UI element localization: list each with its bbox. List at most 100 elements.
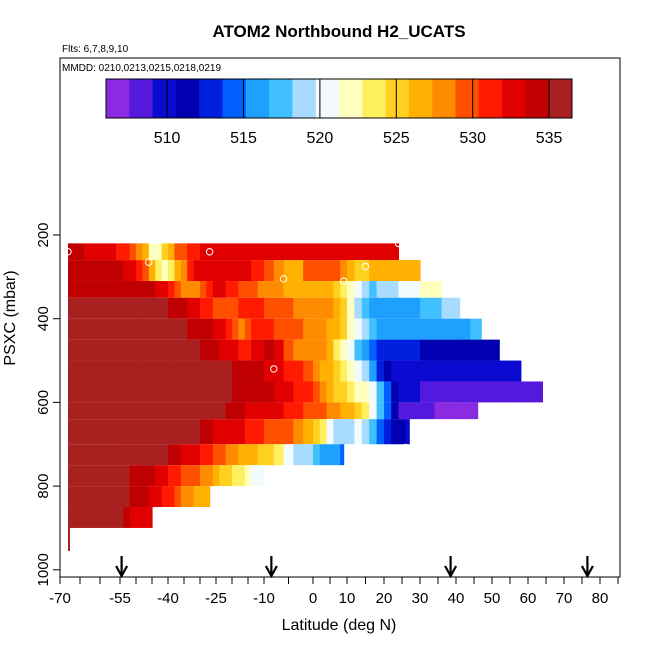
- heat-cell: [187, 281, 195, 298]
- heat-cell: [129, 281, 137, 298]
- heat-cell: [187, 419, 195, 445]
- heat-cell: [303, 381, 314, 403]
- heat-cell: [123, 486, 131, 508]
- heat-cell: [193, 297, 201, 319]
- y-tick-label: 400: [35, 306, 52, 331]
- heat-cell: [92, 339, 101, 361]
- heat-cell: [347, 281, 355, 298]
- heat-cell: [123, 339, 131, 361]
- heat-cell: [251, 360, 259, 382]
- heat-cell: [76, 507, 85, 528]
- heat-cell: [142, 402, 150, 420]
- colorbar-tick-label: 530: [459, 130, 486, 147]
- heat-cell: [123, 381, 131, 403]
- heat-cell: [412, 260, 421, 282]
- heat-cell: [232, 465, 239, 487]
- dates-note: MMDD: 0210,0213,0215,0218,0219: [62, 63, 221, 74]
- heat-cell: [161, 444, 169, 466]
- heat-cell: [391, 243, 399, 261]
- heat-cell: [492, 339, 500, 361]
- heat-cell: [470, 360, 479, 382]
- heat-cell: [405, 419, 410, 445]
- heat-cell: [129, 402, 137, 420]
- heat-cell: [68, 297, 77, 319]
- heat-cell: [200, 465, 207, 487]
- heat-cell: [264, 243, 275, 261]
- heat-cell: [193, 281, 201, 298]
- heat-cell: [212, 465, 220, 487]
- heat-cell: [376, 419, 385, 445]
- sample-markers: [64, 239, 547, 452]
- heat-cell: [264, 381, 275, 403]
- heat-cell: [161, 465, 169, 487]
- heat-cell: [340, 243, 348, 261]
- heat-cell: [219, 419, 227, 445]
- heat-cell: [193, 486, 201, 508]
- heat-cell: [333, 444, 341, 466]
- heat-cell: [148, 243, 156, 261]
- heat-cell: [193, 260, 201, 282]
- heat-cell: [180, 339, 188, 361]
- heat-cell: [193, 360, 201, 382]
- heat-cell: [319, 402, 328, 420]
- heat-cell: [206, 381, 214, 403]
- heat-cell: [76, 318, 85, 340]
- heat-cell: [326, 444, 334, 466]
- heat-cell: [84, 444, 93, 466]
- heat-cell: [136, 465, 143, 487]
- heat-cell: [108, 281, 117, 298]
- heat-cell: [273, 402, 285, 420]
- heat-cell: [251, 419, 259, 445]
- heat-cell: [100, 486, 109, 508]
- heat-cell: [180, 465, 188, 487]
- heat-cell: [405, 360, 414, 382]
- heat-cell: [68, 465, 77, 487]
- heat-cell: [463, 339, 471, 361]
- heat-cell: [168, 243, 175, 261]
- heat-cell: [376, 402, 385, 420]
- heat-cell: [76, 260, 85, 282]
- heat-cell: [155, 339, 163, 361]
- heat-cell: [463, 318, 471, 340]
- heat-cell: [244, 381, 252, 403]
- x-tick-label: -55: [109, 590, 131, 607]
- heat-cell: [92, 260, 101, 282]
- colorbar-swatch: [502, 79, 526, 118]
- heat-cell: [376, 360, 385, 382]
- heat-cell: [313, 297, 321, 319]
- heat-cell: [180, 360, 188, 382]
- heat-cell: [448, 402, 457, 420]
- heat-cell: [448, 297, 457, 319]
- heat-cell: [84, 297, 93, 319]
- heat-cell: [155, 381, 163, 403]
- heat-cell: [180, 281, 188, 298]
- heat-cell: [100, 360, 109, 382]
- heat-cell: [108, 318, 117, 340]
- heat-cell: [448, 339, 457, 361]
- heat-cell: [68, 260, 77, 282]
- heat-cell: [129, 318, 137, 340]
- heat-cell: [244, 360, 252, 382]
- heat-cell: [340, 360, 348, 382]
- heat-cell: [361, 339, 370, 361]
- heat-cell: [116, 381, 124, 403]
- heat-cell: [161, 419, 169, 445]
- heat-cell: [354, 243, 363, 261]
- heat-cell: [100, 297, 109, 319]
- heat-cell: [303, 444, 314, 466]
- heat-cell: [68, 360, 77, 382]
- heat-cell: [142, 381, 150, 403]
- x-tick-label: -10: [253, 590, 275, 607]
- heat-cell: [206, 486, 211, 508]
- heat-cell: [206, 444, 214, 466]
- heat-cell: [283, 281, 294, 298]
- heat-cell: [123, 318, 131, 340]
- heat-cell: [206, 260, 214, 282]
- heat-cell: [116, 360, 124, 382]
- heat-cell: [456, 297, 461, 319]
- heat-cell: [76, 243, 85, 261]
- heat-cell: [257, 465, 265, 487]
- heat-cell: [369, 360, 378, 382]
- heat-cell: [257, 419, 265, 445]
- heat-cell: [376, 281, 385, 298]
